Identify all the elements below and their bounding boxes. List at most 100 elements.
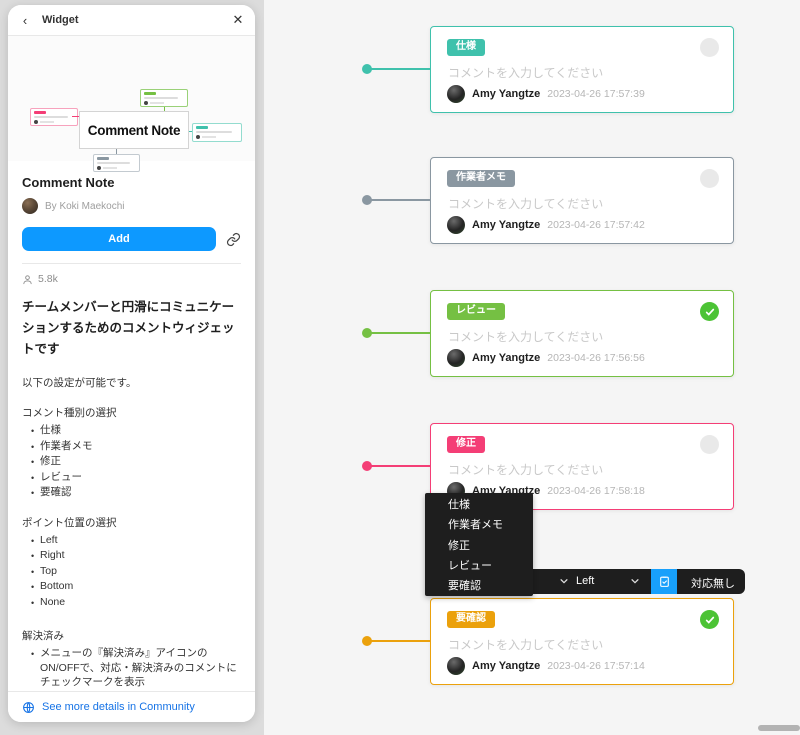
panel-header: ‹ Widget ✕	[8, 5, 255, 36]
section-heading-point-position: ポイント位置の選択	[22, 516, 117, 529]
preview-mini-card-memo	[93, 154, 140, 172]
resolved-status-icon[interactable]	[700, 169, 719, 188]
comment-input[interactable]: コメントを入力してください	[448, 197, 604, 211]
close-icon[interactable]: ✕	[232, 12, 244, 27]
preview-connector	[72, 116, 79, 117]
panel-body: Comment Note By Koki Maekochi Add 5.8k チ…	[8, 161, 255, 691]
comment-type-badge[interactable]: 仕様	[447, 39, 485, 56]
comment-meta: Amy Yangtze 2023-04-26 17:57:39	[447, 85, 645, 103]
resolved-description-list: メニューの『解決済み』アイコンのON/OFFで、対応・解決済みのコメントにチェッ…	[22, 646, 241, 690]
users-count-row: 5.8k	[22, 273, 241, 285]
globe-icon	[23, 701, 34, 713]
comment-input[interactable]: コメントを入力してください	[448, 330, 604, 344]
preview-connector	[116, 149, 117, 154]
comment-meta: Amy Yangtze 2023-04-26 17:57:14	[447, 657, 645, 675]
author-avatar	[22, 198, 38, 214]
menu-item-spec[interactable]: 仕様	[448, 499, 470, 512]
comment-card-review[interactable]: レビュー コメントを入力してください Amy Yangtze 2023-04-2…	[362, 290, 734, 377]
list-item: Top	[22, 564, 241, 578]
author-name: By Koki Maekochi	[45, 200, 125, 212]
divider	[22, 263, 241, 264]
resolved-status-icon[interactable]	[700, 610, 719, 629]
preview-mini-card-spec	[192, 123, 242, 142]
widget-tagline: チームメンバーと円滑にコミュニケーションするためのコメントウィジェットです	[22, 300, 235, 356]
resolved-status-icon[interactable]	[700, 302, 719, 321]
list-item: Left	[22, 533, 241, 547]
section-heading-comment-type: コメント種別の選択	[22, 407, 117, 419]
avatar	[447, 349, 465, 367]
widget-name: Comment Note	[22, 175, 115, 190]
avatar	[447, 216, 465, 234]
menu-item-review[interactable]: レビュー	[448, 559, 492, 572]
users-count: 5.8k	[38, 273, 58, 285]
comment-author: Amy Yangtze	[472, 660, 541, 672]
panel-title: Widget	[42, 14, 79, 26]
point-position-list: Left Right Top Bottom None	[22, 533, 241, 609]
settings-intro: 以下の設定が可能です。	[22, 377, 137, 389]
comment-timestamp: 2023-04-26 17:56:56	[547, 352, 645, 364]
clipboard-check-icon	[659, 576, 669, 587]
comment-timestamp: 2023-04-26 17:57:14	[547, 660, 645, 672]
comment-type-badge[interactable]: 作業者メモ	[447, 170, 515, 187]
comment-timestamp: 2023-04-26 17:57:39	[547, 88, 645, 100]
avatar	[447, 657, 465, 675]
menu-item-worker-memo[interactable]: 作業者メモ	[448, 519, 503, 532]
widget-toolbar: Left 対応無し	[497, 569, 745, 594]
preview-connector	[164, 107, 165, 111]
author-byline: By Koki Maekochi	[22, 198, 241, 214]
comment-author: Amy Yangtze	[472, 352, 541, 364]
preview-title-box: Comment Note	[79, 111, 189, 149]
section-heading-resolved: 解決済み	[22, 630, 64, 642]
back-icon[interactable]: ‹	[22, 12, 28, 28]
comment-meta: Amy Yangtze 2023-04-26 17:56:56	[447, 349, 645, 367]
comment-author: Amy Yangtze	[472, 88, 541, 100]
comment-card-confirm[interactable]: 要確認 コメントを入力してください Amy Yangtze 2023-04-26…	[362, 598, 734, 685]
comment-timestamp: 2023-04-26 17:57:42	[547, 219, 645, 231]
list-item: None	[22, 595, 241, 609]
preview-title: Comment Note	[87, 122, 181, 138]
list-item: 作業者メモ	[22, 439, 241, 453]
comment-meta: Amy Yangtze 2023-04-26 17:58:18	[447, 482, 645, 500]
list-item: 仕様	[22, 423, 241, 438]
comment-input[interactable]: コメントを入力してください	[448, 638, 604, 652]
community-link[interactable]: See more details in Community	[42, 701, 195, 713]
comment-timestamp: 2023-04-26 17:58:18	[547, 485, 645, 497]
resolved-status-icon[interactable]	[700, 38, 719, 57]
preview-mini-card-fix	[30, 108, 78, 126]
chevron-down-icon[interactable]	[630, 576, 640, 586]
comment-meta: Amy Yangtze 2023-04-26 17:57:42	[447, 216, 645, 234]
comment-type-badge[interactable]: 要確認	[447, 611, 495, 628]
comment-author: Amy Yangtze	[472, 219, 541, 231]
panel-footer: See more details in Community	[8, 691, 255, 722]
preview-connector	[189, 131, 192, 132]
comment-type-menu: 仕様 作業者メモ 修正 レビュー 要確認	[425, 493, 533, 596]
widget-panel: ‹ Widget ✕ Comment Note Comment Note	[8, 5, 255, 722]
comment-type-list: 仕様 作業者メモ 修正 レビュー 要確認	[22, 423, 241, 500]
resolved-status-icon[interactable]	[700, 435, 719, 454]
preview-mini-card-review	[140, 89, 188, 107]
chevron-down-icon[interactable]	[559, 576, 569, 586]
comment-input[interactable]: コメントを入力してください	[448, 66, 604, 80]
comment-card-worker-memo[interactable]: 作業者メモ コメントを入力してください Amy Yangtze 2023-04-…	[362, 157, 734, 244]
widget-preview-image: Comment Note	[8, 36, 255, 172]
avatar	[447, 85, 465, 103]
horizontal-scrollbar[interactable]	[758, 725, 800, 731]
comment-type-badge[interactable]: レビュー	[447, 303, 505, 320]
copy-link-icon[interactable]	[226, 232, 241, 247]
resolved-toggle-button[interactable]	[651, 569, 677, 594]
user-icon	[23, 274, 32, 284]
list-item: Right	[22, 548, 241, 563]
list-item: 要確認	[22, 485, 241, 500]
comment-input[interactable]: コメントを入力してください	[448, 463, 604, 477]
list-item: Bottom	[22, 579, 241, 594]
point-position-dropdown[interactable]: Left	[576, 575, 595, 587]
list-item: メニューの『解決済み』アイコンのON/OFFで、対応・解決済みのコメントにチェッ…	[22, 646, 241, 690]
menu-item-fix[interactable]: 修正	[448, 539, 470, 552]
no-action-toggle[interactable]: 対応無し	[691, 578, 735, 590]
comment-card-spec[interactable]: 仕様 コメントを入力してください Amy Yangtze 2023-04-26 …	[362, 26, 734, 113]
menu-item-confirm[interactable]: 要確認	[448, 579, 481, 592]
comment-type-badge[interactable]: 修正	[447, 436, 485, 453]
add-button[interactable]: Add	[22, 227, 216, 251]
list-item: 修正	[22, 454, 241, 469]
list-item: レビュー	[22, 470, 241, 484]
